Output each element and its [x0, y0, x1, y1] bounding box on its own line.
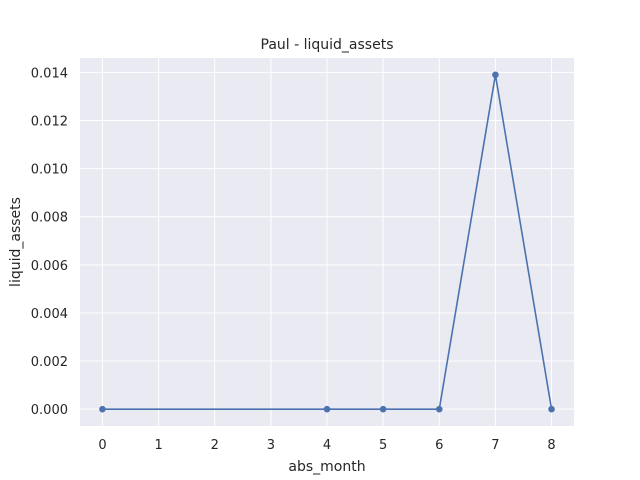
- x-tick-label: 8: [547, 438, 555, 453]
- x-tick-label: 7: [491, 438, 499, 453]
- x-tick-label: 5: [379, 438, 387, 453]
- data-point: [492, 71, 499, 79]
- series-group: [99, 71, 555, 413]
- y-axis-ticks: 0.000 0.002 0.004 0.006 0.008 0.010 0.012 0.014: [31, 66, 68, 418]
- y-tick-label: 0.010: [31, 163, 68, 178]
- data-point: [323, 405, 331, 413]
- data-point: [548, 405, 555, 413]
- x-tick-label: 2: [211, 438, 219, 453]
- x-axis-title: abs_month: [288, 459, 365, 475]
- y-tick-label: 0.008: [31, 211, 68, 226]
- x-axis-ticks: 0 1 2 3 4 5 6 7 8: [98, 438, 555, 453]
- x-tick-label: 1: [154, 438, 162, 453]
- chart-title: Paul - liquid_assets: [261, 37, 394, 53]
- x-tick-label: 4: [323, 438, 331, 453]
- y-tick-label: 0.012: [31, 115, 68, 130]
- y-tick-label: 0.006: [31, 259, 68, 274]
- data-point: [435, 405, 443, 413]
- y-axis-title: liquid_assets: [8, 197, 24, 287]
- series-line: [102, 74, 553, 410]
- data-point: [379, 405, 387, 413]
- x-tick-label: 0: [98, 438, 106, 453]
- y-tick-label: 0.004: [31, 307, 68, 322]
- y-tick-label: 0.014: [31, 66, 68, 81]
- y-tick-label: 0.002: [31, 355, 68, 370]
- x-tick-label: 3: [267, 438, 275, 453]
- data-point: [99, 405, 106, 413]
- y-tick-label: 0.000: [31, 403, 68, 418]
- x-tick-label: 6: [435, 438, 443, 453]
